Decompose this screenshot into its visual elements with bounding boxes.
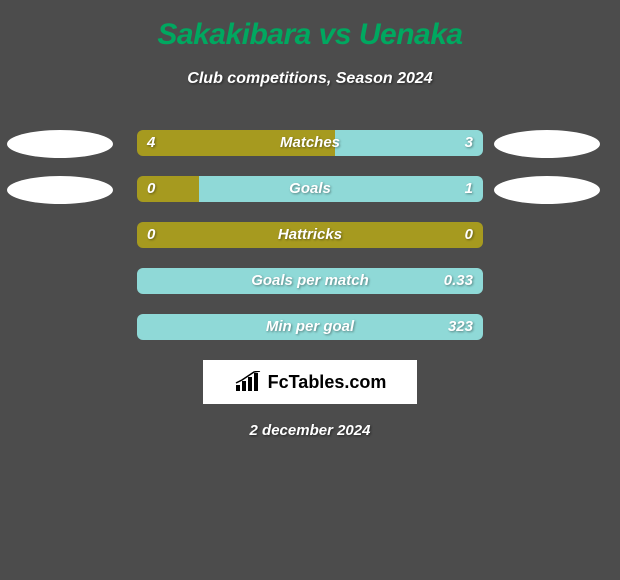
stat-value-right: 0.33 bbox=[444, 268, 473, 294]
player-left-ellipse bbox=[7, 130, 113, 158]
player-right-ellipse bbox=[494, 176, 600, 204]
stat-row: Min per goal323 bbox=[0, 314, 620, 342]
stats-comparison-container: Sakakibara vs Uenaka Club competitions, … bbox=[0, 0, 620, 449]
player-left-ellipse bbox=[7, 176, 113, 204]
stat-label: Min per goal bbox=[137, 314, 483, 340]
chart-icon bbox=[234, 371, 262, 393]
stat-value-left: 4 bbox=[147, 130, 155, 156]
stat-row: Goals0 1 bbox=[0, 176, 620, 204]
stat-label: Goals bbox=[137, 176, 483, 202]
stat-bar: Goals0 1 bbox=[137, 176, 483, 202]
stat-value-left: 0 bbox=[147, 222, 155, 248]
stat-value-left: 0 bbox=[147, 176, 155, 202]
stat-bar: Min per goal323 bbox=[137, 314, 483, 340]
logo-text: FcTables.com bbox=[268, 372, 387, 393]
page-subtitle: Club competitions, Season 2024 bbox=[0, 70, 620, 88]
stat-value-right: 0 bbox=[465, 222, 473, 248]
stat-label: Matches bbox=[137, 130, 483, 156]
page-title: Sakakibara vs Uenaka bbox=[0, 18, 620, 52]
stat-value-right: 3 bbox=[465, 130, 473, 156]
stat-bar: Hattricks0 0 bbox=[137, 222, 483, 248]
stat-bar: Goals per match0.33 bbox=[137, 268, 483, 294]
stat-value-right: 323 bbox=[448, 314, 473, 340]
logo-box: FcTables.com bbox=[203, 360, 417, 404]
stat-label: Goals per match bbox=[137, 268, 483, 294]
stat-bar: Matches4 3 bbox=[137, 130, 483, 156]
stat-row: Hattricks0 0 bbox=[0, 222, 620, 250]
date-text: 2 december 2024 bbox=[0, 422, 620, 439]
stat-row: Matches4 3 bbox=[0, 130, 620, 158]
player-right-ellipse bbox=[494, 130, 600, 158]
stat-value-right: 1 bbox=[465, 176, 473, 202]
stat-label: Hattricks bbox=[137, 222, 483, 248]
stat-row: Goals per match0.33 bbox=[0, 268, 620, 296]
stats-area: Matches43Goals01Hattricks00Goals per mat… bbox=[0, 130, 620, 342]
